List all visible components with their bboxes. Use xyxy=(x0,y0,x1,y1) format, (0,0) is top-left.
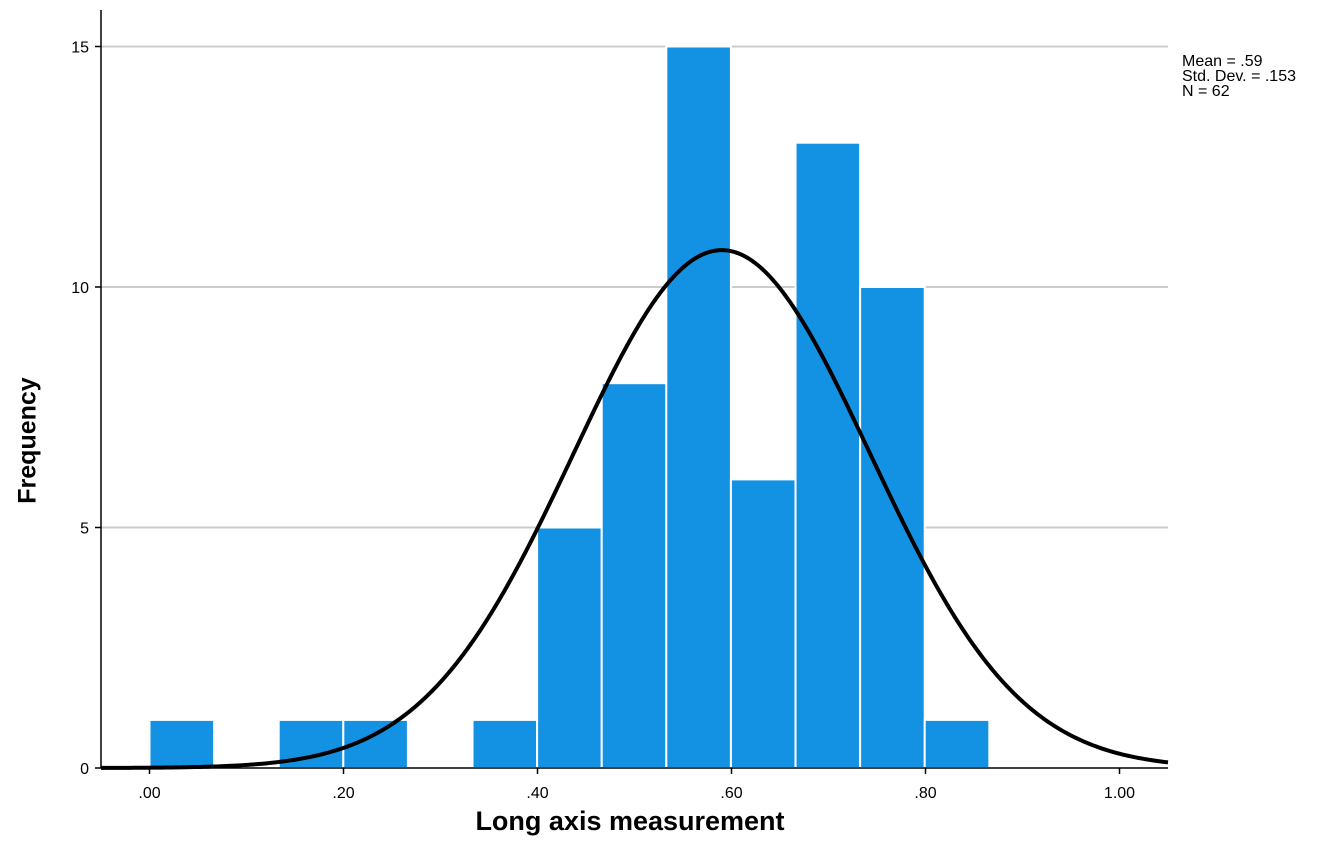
histogram-bar-8 xyxy=(665,45,732,769)
histogram-bar-5 xyxy=(471,718,539,770)
x-tick-label-3: .60 xyxy=(720,785,742,802)
x-tick-label-1: .20 xyxy=(332,785,354,802)
histogram-bar-0 xyxy=(148,718,216,770)
x-tick-label-2: .40 xyxy=(526,785,548,802)
y-tick-label-3: 15 xyxy=(71,40,89,57)
y-tick-label-2: 10 xyxy=(71,280,89,297)
x-axis-label: Long axis measurement xyxy=(475,806,785,836)
stats-mean: Mean = .59 xyxy=(1182,53,1263,70)
normal-curve xyxy=(100,248,1169,770)
x-tick-label-4: .80 xyxy=(914,785,936,802)
x-tick-label-0: .00 xyxy=(138,785,160,802)
histogram-bar-9 xyxy=(729,478,797,769)
histogram-bar-10 xyxy=(794,141,862,769)
stats-std-dev: Std. Dev. = .153 xyxy=(1182,68,1296,85)
stats-legend: Mean = .59 Std. Dev. = .153 N = 62 xyxy=(1182,53,1296,100)
x-tick-label-5: 1.00 xyxy=(1104,785,1135,802)
stats-n: N = 62 xyxy=(1182,83,1230,100)
y-tick-label-1: 5 xyxy=(80,521,89,538)
y-tick-label-0: 0 xyxy=(80,761,89,778)
histogram-bar-6 xyxy=(536,526,603,769)
y-axis-label: Frequency xyxy=(8,230,48,650)
histogram-bar-12 xyxy=(923,718,991,770)
histogram-bar-7 xyxy=(600,382,668,769)
y-axis-label-text: Frequency xyxy=(13,376,42,504)
histogram-bar-11 xyxy=(859,286,926,769)
